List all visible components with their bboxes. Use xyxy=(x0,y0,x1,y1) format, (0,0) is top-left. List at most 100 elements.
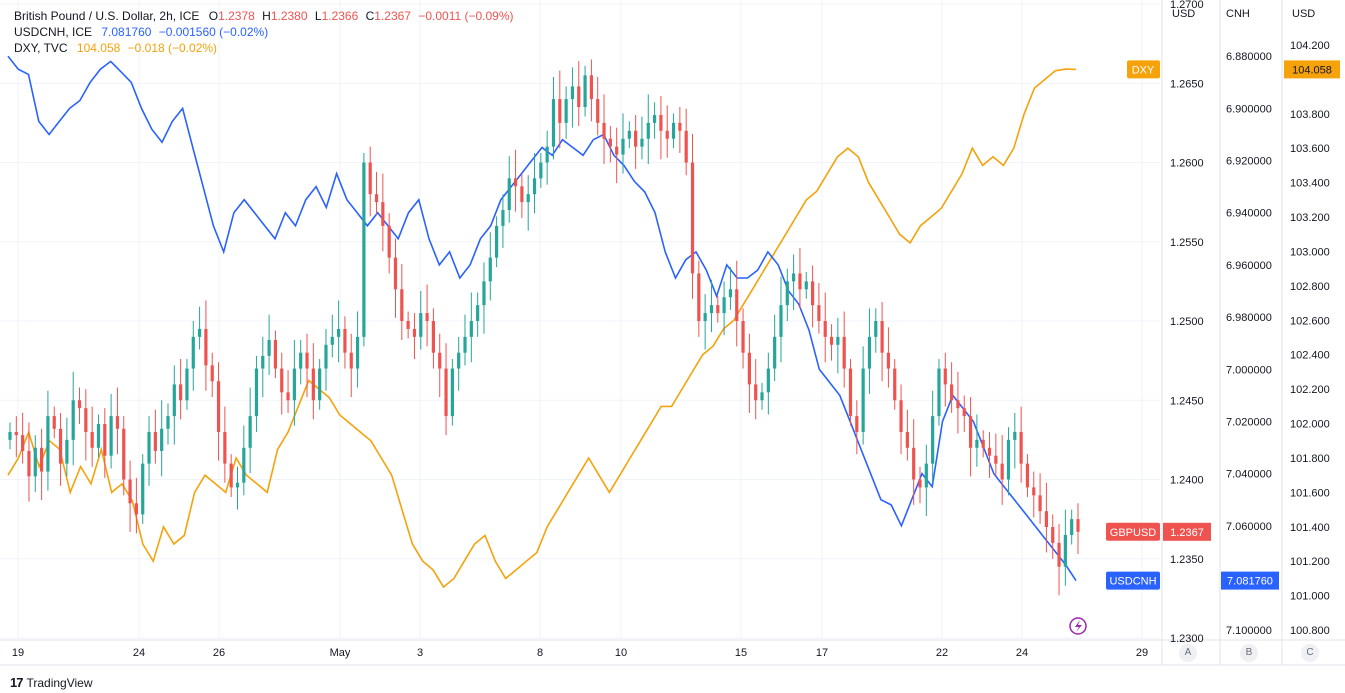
dxy-scale-tick: 102.000 xyxy=(1290,419,1330,431)
usdcnh-scale-tick: 7.100000 xyxy=(1226,625,1272,637)
gbpusd-candle xyxy=(450,368,454,417)
gbpusd-candle xyxy=(1025,463,1030,488)
gbpusd-candle xyxy=(918,479,922,488)
dxy-series-label: DXY xyxy=(1132,64,1155,76)
gbpusd-candle xyxy=(874,321,878,337)
dxy-scale-tick: 101.600 xyxy=(1290,487,1330,499)
gbpusd-candle xyxy=(924,463,928,488)
usdcnh-scale-tick: 7.020000 xyxy=(1226,416,1272,428)
gbpusd-candle xyxy=(1076,519,1080,532)
x-tick-label: 17 xyxy=(816,647,828,659)
gbpusd-candle xyxy=(848,368,853,417)
gbpusd-candle xyxy=(905,431,909,448)
dxy-scale-tick: 102.800 xyxy=(1290,281,1330,293)
gbpusd-candle xyxy=(1006,439,1011,480)
gbpusd-candle xyxy=(1013,431,1017,440)
gbpusd-candle xyxy=(754,384,758,401)
gbpusd-candle xyxy=(583,75,587,108)
usdcnh-last-price: 7.081760 xyxy=(1227,576,1273,588)
gbpusd-candle xyxy=(305,352,309,369)
x-tick-label: 19 xyxy=(12,647,24,659)
dxy-scale-tick: 102.200 xyxy=(1290,384,1330,396)
gbpusd-candle xyxy=(671,122,676,139)
gbpusd-candle xyxy=(374,194,379,203)
gbpusd-candle xyxy=(65,439,69,464)
gbpusd-candle xyxy=(267,340,271,356)
gbpusd-candle xyxy=(115,416,120,429)
gbpusd-candle xyxy=(634,130,638,147)
gbpusd-candle xyxy=(235,482,240,488)
gbpusd-candle xyxy=(153,431,157,451)
gbpusd-candle xyxy=(185,368,189,401)
gbpusd-candle xyxy=(981,439,985,448)
lightning-icon xyxy=(1069,617,1087,635)
gbpusd-candle xyxy=(160,428,164,451)
gbpusd-candle xyxy=(507,178,511,211)
gbpusd-candle xyxy=(994,455,998,464)
gbpusd-candle xyxy=(482,281,486,306)
legend-open: 1.2378 xyxy=(218,9,255,23)
gbpusd-candle xyxy=(337,328,341,337)
gbpusd-candle xyxy=(223,431,227,464)
legend-change-usdcnh: −0.001560 (−0.02%) xyxy=(158,25,269,39)
usdcnh-scale-tick: 6.920000 xyxy=(1226,156,1272,168)
gbpusd-last-price: 1.2367 xyxy=(1170,527,1204,539)
gbpusd-candle xyxy=(899,400,903,432)
gbpusd-candle xyxy=(280,368,284,393)
gbpusd-candle xyxy=(179,384,183,401)
scale-b-button[interactable]: B xyxy=(1240,644,1258,662)
gbpusd-scale-tick: 1.2700 xyxy=(1170,0,1204,11)
gbpusd-candle xyxy=(128,479,132,504)
usdcnh-scale-tick: 6.980000 xyxy=(1226,312,1272,324)
chart-legend: British Pound / U.S. Dollar, 2h, ICE O1.… xyxy=(14,8,518,56)
gbpusd-candle xyxy=(58,428,63,464)
gbpusd-candle xyxy=(254,368,259,417)
tradingview-footer[interactable]: 17 TradingView xyxy=(10,675,93,690)
gbpusd-candle xyxy=(810,281,815,306)
scale-a-button[interactable]: A xyxy=(1179,644,1197,662)
gbpusd-candle xyxy=(956,400,960,409)
gbpusd-candle xyxy=(690,162,695,274)
legend-low-label: L xyxy=(314,9,322,23)
dxy-scale-tick: 100.800 xyxy=(1290,625,1330,637)
gbpusd-candle xyxy=(975,439,979,448)
gbpusd-series-label: GBPUSD xyxy=(1110,527,1157,539)
legend-change-gbpusd: −0.0011 (−0.09%) xyxy=(418,9,514,23)
gbpusd-candle xyxy=(8,431,12,440)
gbpusd-candle xyxy=(539,162,543,179)
gbpusd-candle xyxy=(330,336,334,345)
gbpusd-candle xyxy=(406,321,410,329)
scale-c-button[interactable]: C xyxy=(1301,644,1319,662)
gbpusd-candle xyxy=(804,281,808,290)
gbpusd-candle xyxy=(84,408,88,432)
gbpusd-scale-tick: 1.2450 xyxy=(1170,395,1204,407)
gbpusd-candle xyxy=(785,281,789,306)
dxy-scale-tick: 101.400 xyxy=(1290,522,1330,534)
gbpusd-candle xyxy=(204,328,208,366)
gbpusd-candle xyxy=(412,328,417,337)
gbpusd-candle xyxy=(242,447,246,483)
gbpusd-candle xyxy=(33,447,37,477)
gbpusd-candle xyxy=(457,352,461,369)
gbpusd-candle xyxy=(1019,431,1023,464)
gbpusd-scale-tick: 1.2350 xyxy=(1170,554,1204,566)
gbpusd-candle xyxy=(197,328,202,337)
gbpusd-candle xyxy=(709,305,714,314)
legend-title-dxy: DXY, TVC xyxy=(14,41,68,55)
legend-open-label: O xyxy=(208,9,219,23)
gbpusd-candle xyxy=(1032,487,1036,496)
gbpusd-scale-tick: 1.2550 xyxy=(1170,237,1204,249)
gbpusd-candle xyxy=(817,305,821,321)
gbpusd-candle xyxy=(191,336,195,369)
gbpusd-candle xyxy=(400,289,404,321)
gbpusd-candle xyxy=(842,336,846,369)
gbpusd-candle xyxy=(318,368,322,401)
gbpusd-candle xyxy=(1044,511,1049,528)
dxy-scale-tick: 103.200 xyxy=(1290,212,1330,224)
gbpusd-candle xyxy=(577,86,581,108)
gbpusd-candle xyxy=(1070,519,1074,535)
legend-close-label: C xyxy=(365,9,375,23)
gbpusd-candle xyxy=(425,313,429,321)
usdcnh-series-label: USDCNH xyxy=(1109,576,1156,588)
